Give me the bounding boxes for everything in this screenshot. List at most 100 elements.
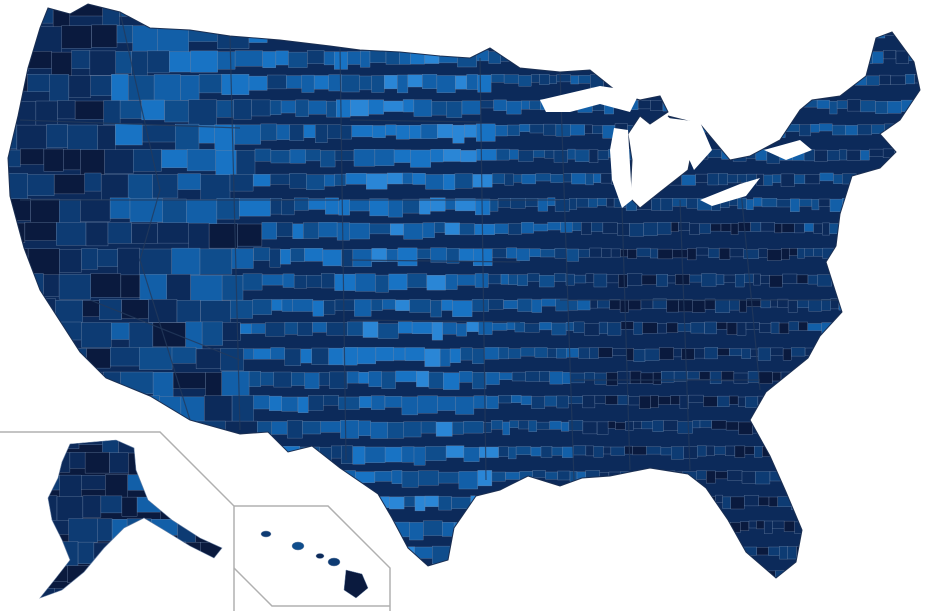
county-cell xyxy=(269,248,281,268)
county-cell xyxy=(733,372,749,384)
county-cell xyxy=(67,124,98,152)
county-cell xyxy=(200,300,231,323)
county-cell xyxy=(403,421,422,438)
county-cell xyxy=(551,322,567,336)
county-cell xyxy=(81,248,98,270)
county-cell xyxy=(185,321,203,350)
county-cell xyxy=(574,149,590,162)
county-cell xyxy=(555,298,569,312)
county-cell xyxy=(598,321,608,334)
county-cell xyxy=(248,75,268,91)
county-cell xyxy=(201,321,223,346)
county-cell xyxy=(240,323,252,334)
county-cell xyxy=(393,347,406,361)
county-cell xyxy=(715,299,730,313)
county-cell xyxy=(755,471,771,485)
county-cell xyxy=(536,421,550,430)
county-cell xyxy=(570,75,579,85)
county-cell xyxy=(531,74,540,83)
county-cell xyxy=(446,101,463,118)
county-cell xyxy=(606,372,618,386)
county-cell xyxy=(592,125,603,134)
county-cell xyxy=(306,275,322,288)
county-cell xyxy=(424,495,439,507)
county-cell xyxy=(422,222,435,238)
county-cell xyxy=(425,174,444,190)
county-cell xyxy=(566,248,579,262)
county-cell xyxy=(694,348,705,359)
county-cell xyxy=(518,150,534,162)
county-cell xyxy=(667,275,676,284)
county-cell xyxy=(431,101,447,116)
county-cell xyxy=(790,198,800,212)
county-cell xyxy=(690,322,705,334)
county-cell xyxy=(769,275,783,288)
county-cell xyxy=(513,174,523,183)
county-cell xyxy=(164,100,189,123)
county-cell xyxy=(576,198,589,208)
county-cell xyxy=(768,496,778,507)
county-cell xyxy=(650,248,659,259)
county-cell xyxy=(443,174,456,190)
county-cell xyxy=(723,274,736,283)
county-cell xyxy=(570,372,585,384)
county-cell xyxy=(347,321,364,336)
county-cell xyxy=(699,223,711,234)
county-cell xyxy=(651,198,662,211)
county-cell xyxy=(401,396,418,416)
county-cell xyxy=(281,199,295,216)
county-cell xyxy=(692,420,701,429)
county-cell xyxy=(783,520,795,532)
county-cell xyxy=(401,471,419,488)
county-cell xyxy=(472,348,485,364)
county-cell xyxy=(342,347,358,366)
county-cell xyxy=(594,372,607,385)
county-cell xyxy=(498,395,512,404)
county-cell xyxy=(265,322,286,337)
county-cell xyxy=(496,148,510,161)
county-cell xyxy=(845,125,858,136)
county-cell xyxy=(80,149,105,175)
county-cell xyxy=(303,222,319,239)
county-cell xyxy=(270,150,291,164)
county-cell xyxy=(221,275,244,301)
county-cell xyxy=(686,198,698,209)
county-cell xyxy=(817,274,832,287)
county-cell xyxy=(596,421,609,435)
county-cell xyxy=(352,446,366,465)
county-cell xyxy=(84,172,102,192)
county-cell xyxy=(323,395,339,406)
county-cell xyxy=(839,149,848,161)
county-cell xyxy=(502,421,510,436)
county-cell xyxy=(324,174,336,187)
county-cell xyxy=(30,198,60,227)
county-cell xyxy=(551,446,563,456)
county-cell xyxy=(717,395,730,407)
county-cell xyxy=(760,299,771,309)
county-cell xyxy=(772,174,782,183)
county-cell xyxy=(554,199,570,212)
county-cell xyxy=(644,348,660,361)
county-cell xyxy=(328,74,342,92)
county-cell xyxy=(556,348,567,359)
county-cell xyxy=(772,520,785,529)
county-cell xyxy=(753,197,763,207)
county-cell xyxy=(568,396,583,404)
county-cell xyxy=(221,371,250,396)
county-cell xyxy=(449,348,461,363)
county-cell xyxy=(171,347,197,364)
county-cell xyxy=(431,322,443,341)
county-cell xyxy=(711,420,727,430)
county-cell xyxy=(740,521,750,531)
county-cell xyxy=(216,198,240,220)
county-cell xyxy=(162,198,187,224)
county-cell xyxy=(827,150,840,161)
county-cell xyxy=(395,299,410,311)
county-cell xyxy=(529,124,544,134)
county-cell xyxy=(190,275,223,302)
county-cell xyxy=(284,322,298,335)
county-cell xyxy=(414,495,426,512)
county-cell xyxy=(281,396,299,412)
county-cell xyxy=(486,395,499,409)
county-cell xyxy=(498,446,509,457)
